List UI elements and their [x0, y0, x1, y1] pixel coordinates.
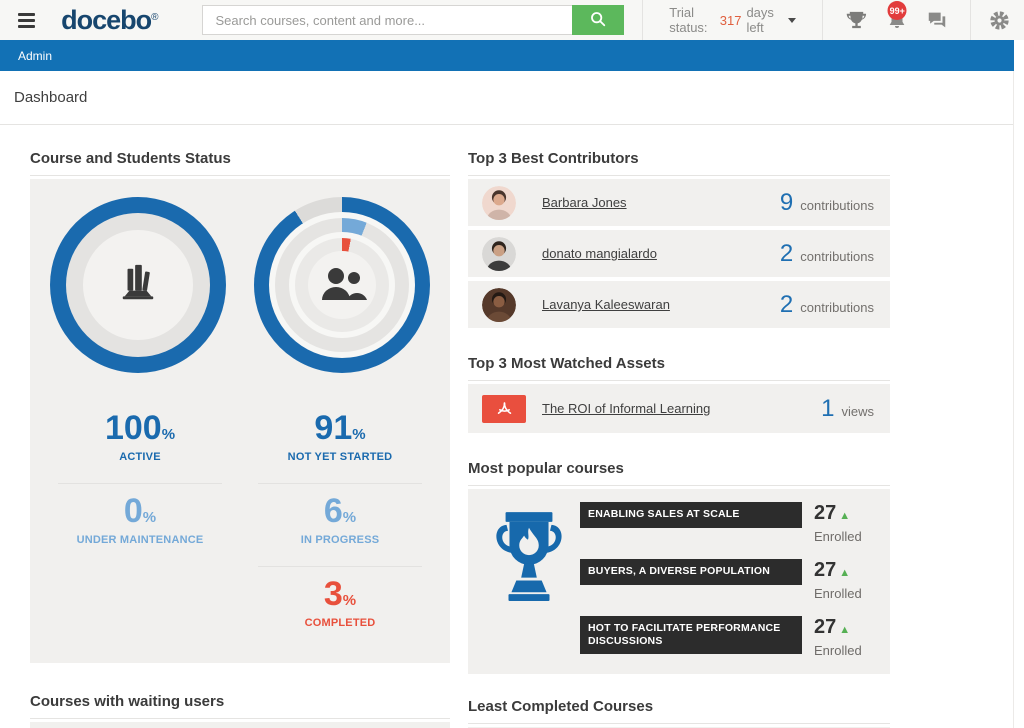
users-icon	[316, 265, 368, 306]
top-header: docebo® Trial status: 317 days left	[0, 0, 1024, 40]
admin-bar-label[interactable]: Admin	[18, 48, 53, 63]
students-donut-chart	[254, 197, 430, 373]
least-completed-section-title: Least Completed Courses	[468, 698, 890, 724]
asset-title-link[interactable]: The ROI of Informal Learning	[542, 401, 711, 416]
avatar	[482, 236, 516, 271]
pdf-file-icon	[482, 394, 526, 423]
course-name-bar[interactable]: HOT TO FACILITATE PERFORMANCE DISCUSSION…	[580, 616, 802, 655]
search-icon	[589, 10, 607, 31]
contributors-section-title: Top 3 Best Contributors	[468, 150, 890, 176]
chevron-down-icon	[788, 17, 797, 23]
enrolled-count: 27	[814, 502, 837, 524]
courses-donut-chart	[50, 197, 226, 373]
trophy-icon	[488, 508, 570, 658]
header-divider	[822, 0, 824, 40]
notification-count-badge: 99+	[887, 1, 907, 20]
stat-completed: 3% COMPLETED	[240, 558, 440, 641]
course-status-section-title: Course and Students Status	[30, 150, 450, 176]
contribution-count: 9	[779, 188, 794, 216]
contributor-row: Barbara Jones 9 contributions	[468, 179, 890, 226]
breadcrumb: Dashboard	[0, 71, 1013, 125]
hamburger-menu-icon[interactable]	[18, 10, 36, 31]
registered-mark: ®	[151, 11, 159, 23]
contributor-name-link[interactable]: donato mangialardo	[542, 246, 657, 261]
contributor-name-link[interactable]: Lavanya Kaleeswaran	[542, 297, 670, 312]
stat-not-yet-started: 91% NOT YET STARTED	[287, 409, 393, 463]
search-button[interactable]	[572, 5, 625, 35]
contributor-row: Lavanya Kaleeswaran 2 contributions	[468, 281, 890, 328]
trend-up-icon: ▲	[839, 567, 851, 579]
popular-course-row: ENABLING SALES AT SCALE 27 ▲ Enrolled	[580, 502, 862, 544]
views-count: 1	[821, 394, 835, 422]
avatar	[482, 287, 516, 322]
contributor-row: donato mangialardo 2 contributions	[468, 230, 890, 277]
contribution-count: 2	[779, 239, 794, 267]
page-title: Dashboard	[14, 89, 88, 106]
course-name-bar[interactable]: ENABLING SALES AT SCALE	[580, 502, 802, 528]
gamification-trophy-icon[interactable]	[845, 9, 868, 32]
enrolled-label: Enrolled	[814, 586, 862, 601]
settings-gear-icon[interactable]	[971, 10, 1024, 31]
stat-in-progress: 6% IN PROGRESS	[240, 475, 440, 558]
trend-up-icon: ▲	[839, 624, 851, 636]
waiting-courses-empty: No results found.	[30, 722, 450, 728]
search-area	[202, 5, 642, 35]
popular-courses-card: ENABLING SALES AT SCALE 27 ▲ Enrolled BUY…	[468, 489, 890, 674]
enrolled-count: 27	[814, 616, 837, 638]
popular-course-row: BUYERS, A DIVERSE POPULATION 27 ▲ Enrolle…	[580, 559, 862, 601]
trial-suffix: days left	[746, 5, 774, 35]
contribution-count: 2	[779, 290, 794, 318]
enrolled-label: Enrolled	[814, 643, 862, 658]
status-stats: 100% ACTIVE 91% NOT YET STARTED 0%	[30, 373, 450, 657]
notifications-bell-icon[interactable]: 99+	[886, 1, 908, 31]
docebo-logo[interactable]: docebo®	[61, 4, 159, 35]
stat-under-maintenance: 0% UNDER MAINTENANCE	[40, 475, 240, 558]
admin-bar: Admin	[0, 40, 1014, 71]
popular-courses-section-title: Most popular courses	[468, 460, 890, 486]
trend-up-icon: ▲	[839, 510, 851, 522]
stat-spacer	[40, 558, 240, 641]
course-name-bar[interactable]: BUYERS, A DIVERSE POPULATION	[580, 559, 802, 585]
stat-active: 100% ACTIVE	[104, 409, 176, 463]
watched-assets-section-title: Top 3 Most Watched Assets	[468, 355, 890, 381]
trial-status-dropdown[interactable]: Trial status: 317 days left	[643, 5, 822, 35]
enrolled-count: 27	[814, 559, 837, 581]
library-icon	[115, 263, 161, 308]
contribution-unit: contributions	[800, 197, 874, 213]
avatar	[482, 185, 516, 220]
views-unit: views	[841, 403, 874, 419]
trial-days-left: 317	[719, 12, 742, 28]
header-divider	[970, 0, 972, 40]
header-divider	[642, 0, 644, 40]
asset-row: The ROI of Informal Learning 1 views	[468, 384, 890, 433]
messages-chat-icon[interactable]	[926, 9, 948, 31]
waiting-courses-section-title: Courses with waiting users	[30, 693, 450, 719]
contribution-unit: contributions	[800, 248, 874, 264]
enrolled-label: Enrolled	[814, 529, 862, 544]
contributor-name-link[interactable]: Barbara Jones	[542, 195, 627, 210]
contribution-unit: contributions	[800, 299, 874, 315]
course-status-card: 100% ACTIVE 91% NOT YET STARTED 0%	[30, 179, 450, 663]
trial-status-label: Trial status:	[669, 5, 708, 35]
search-input[interactable]	[202, 5, 573, 35]
popular-course-row: HOT TO FACILITATE PERFORMANCE DISCUSSION…	[580, 616, 862, 658]
